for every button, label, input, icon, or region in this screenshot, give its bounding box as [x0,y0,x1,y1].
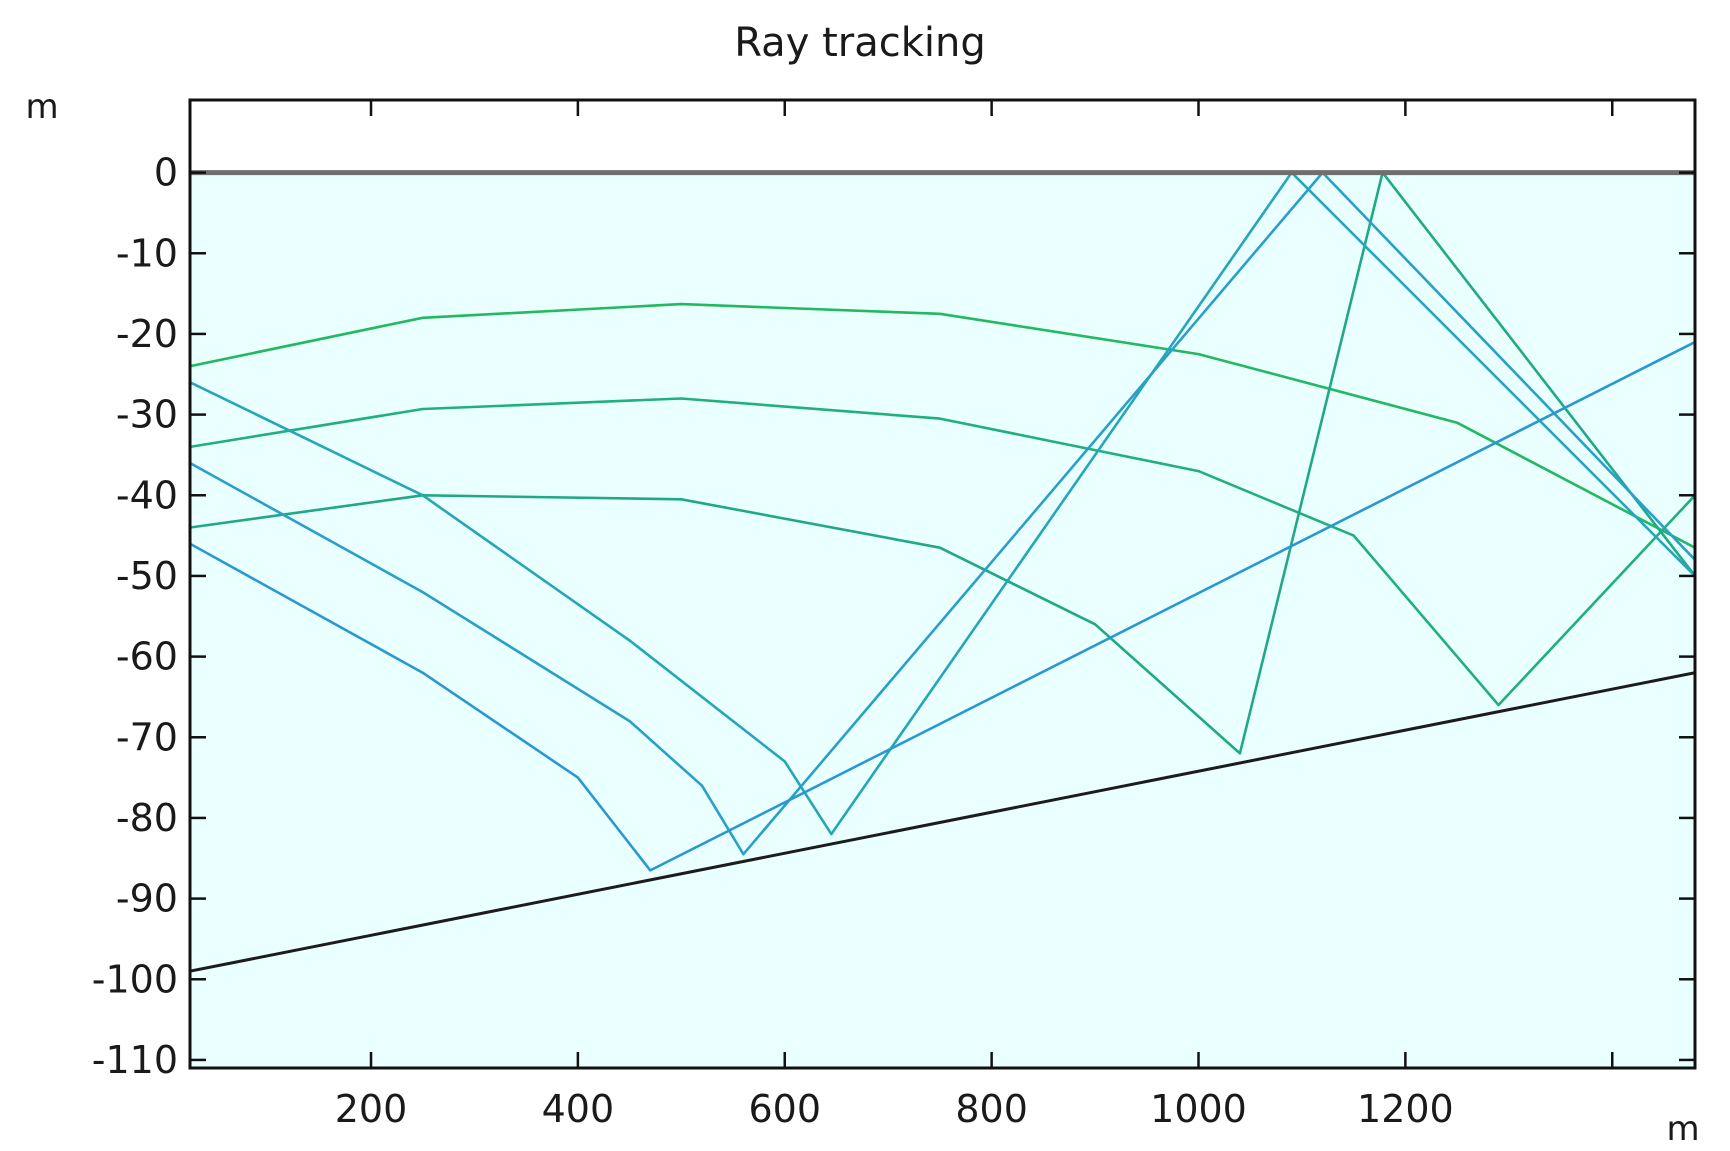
y-tick-label--110: -110 [92,1038,178,1082]
y-axis-unit-label: m [25,87,58,127]
seabed-line [190,671,1695,973]
y-tick-label--40: -40 [116,473,178,517]
chart-title: Ray tracking [734,20,985,66]
x-tick-label-200: 200 [335,1087,408,1131]
x-tick-label-800: 800 [955,1087,1028,1131]
y-tick-label--20: -20 [116,312,178,356]
x-axis: 200 400 600 800 1000 1200 [335,100,1614,1131]
ray-path-1 [190,302,1695,549]
y-tick-label-0: 0 [154,151,178,195]
y-tick-label--100: -100 [92,957,178,1001]
y-tick-label--30: -30 [116,393,178,437]
ray-path-6 [190,340,1695,872]
x-tick-label-1200: 1200 [1357,1087,1454,1131]
x-tick-label-400: 400 [542,1087,615,1131]
x-tick-label-1000: 1000 [1150,1087,1247,1131]
y-tick-label--60: -60 [116,635,178,679]
y-axis: 0 -10 -20 -30 -40 -50 -60 -70 -80 -90 -100 -110 [92,151,1695,1082]
y-tick-label--90: -90 [116,877,178,921]
x-tick-label-600: 600 [748,1087,821,1131]
y-tick-label--70: -70 [116,715,178,759]
y-tick-label--50: -50 [116,554,178,598]
x-axis-unit-label: m [1666,1109,1699,1149]
y-tick-label--10: -10 [116,231,178,275]
boundaries [190,170,1695,973]
y-tick-label--80: -80 [116,796,178,840]
ray-path-3 [190,171,1695,755]
plot-frame [188,98,1697,1070]
ray-path-2 [190,397,1695,707]
